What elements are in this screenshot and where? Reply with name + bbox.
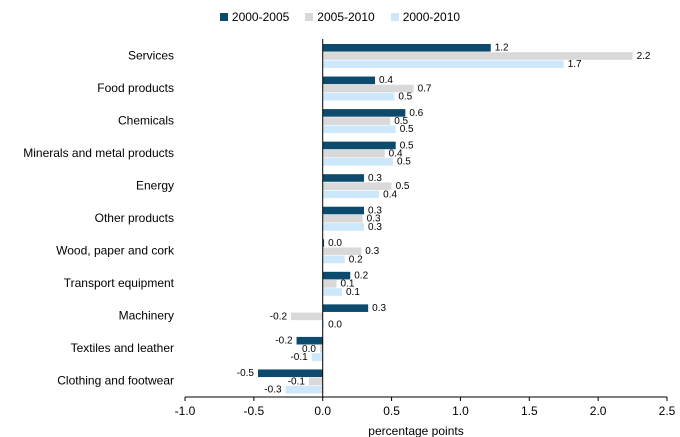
- data-label: 0.3: [368, 173, 382, 184]
- legend-item: 2000-2005: [219, 10, 290, 24]
- bar: [291, 312, 323, 321]
- x-tick-label: -1.0: [175, 404, 196, 418]
- data-label: 1.2: [495, 43, 509, 54]
- data-label: 0.3: [367, 214, 381, 225]
- data-label: 0.0: [328, 238, 342, 249]
- bar: [322, 206, 365, 215]
- bar: [322, 190, 380, 199]
- data-label: -0.3: [264, 385, 282, 396]
- data-label: -0.1: [290, 352, 308, 363]
- bar: [322, 214, 363, 223]
- data-label: 0.4: [383, 189, 397, 200]
- bar: [322, 84, 414, 93]
- bar: [257, 369, 323, 378]
- bar: [322, 109, 406, 117]
- data-label: 0.3: [368, 222, 382, 233]
- bar: [322, 280, 337, 288]
- bar: [296, 336, 323, 345]
- legend-item: 2005-2010: [305, 10, 375, 24]
- data-label: 0.3: [365, 246, 379, 257]
- data-label: 0.5: [400, 124, 414, 135]
- legend-item: 2000-2010: [390, 10, 461, 24]
- bar: [308, 377, 323, 386]
- bar: [322, 255, 345, 264]
- category-label: Transport equipment: [64, 276, 175, 290]
- legend-label: 2000-2010: [402, 10, 461, 24]
- x-tick-label: 0.5: [383, 404, 400, 418]
- x-tick-label: 1.0: [452, 404, 469, 418]
- data-label: 0.5: [397, 157, 411, 168]
- bar: [322, 125, 396, 134]
- bar: [322, 117, 391, 125]
- category-label: Other products: [95, 211, 174, 225]
- data-label: 2.2: [637, 51, 651, 62]
- data-label: 0.4: [379, 75, 393, 86]
- x-tick-label: 0.0: [314, 404, 331, 418]
- category-label: Textiles and leather: [71, 341, 174, 355]
- data-label: 0.6: [409, 108, 423, 119]
- legend-swatch: [219, 13, 228, 21]
- bar: [322, 174, 365, 182]
- bar: [322, 141, 396, 150]
- bar: [322, 182, 392, 190]
- legend-label: 2000-2005: [231, 10, 290, 24]
- x-tick-label: 2.0: [590, 404, 607, 418]
- bar: [322, 320, 325, 329]
- data-label: 0.7: [418, 83, 432, 94]
- x-tick-label: 1.5: [521, 404, 538, 418]
- category-label: Wood, paper and cork: [56, 244, 175, 258]
- bar: [322, 60, 564, 68]
- data-label: -0.2: [275, 336, 293, 347]
- category-label: Clothing and footwear: [57, 374, 174, 388]
- legend-label: 2005-2010: [317, 10, 375, 24]
- bar: [322, 247, 362, 256]
- data-label: 0.2: [349, 254, 363, 265]
- data-label: 0.1: [340, 279, 354, 290]
- data-label: 0.5: [398, 92, 412, 103]
- data-label: 0.4: [389, 149, 403, 160]
- category-label: Chemicals: [118, 113, 174, 127]
- data-label: 0.1: [346, 287, 360, 298]
- bar: [322, 44, 491, 52]
- data-label: 0.5: [400, 140, 414, 151]
- bar: [322, 76, 376, 85]
- data-label: 0.3: [368, 205, 382, 216]
- category-label: Services: [128, 48, 174, 62]
- data-label: 0.0: [302, 344, 316, 355]
- category-label: Food products: [97, 81, 174, 95]
- bar: [322, 92, 395, 101]
- x-tick-label: 2.5: [659, 404, 676, 418]
- bar: [311, 353, 323, 361]
- bar: [322, 271, 351, 280]
- data-label: -0.2: [270, 311, 288, 322]
- data-label: -0.5: [237, 368, 255, 379]
- bar: [322, 223, 365, 231]
- data-label: 1.7: [568, 59, 582, 70]
- bar: [322, 239, 325, 247]
- legend-swatch: [305, 13, 314, 21]
- data-label: -0.1: [288, 376, 306, 387]
- legend: 2000-2005 2005-2010 2000-2010: [0, 10, 680, 24]
- bar: [322, 288, 342, 296]
- data-label: 0.5: [394, 116, 408, 127]
- x-tick-label: -0.5: [244, 404, 265, 418]
- x-axis-title: percentage points: [368, 424, 463, 437]
- legend-swatch: [390, 13, 399, 21]
- data-label: 0.0: [328, 319, 342, 330]
- category-label: Minerals and metal products: [23, 146, 174, 160]
- data-label: 0.2: [354, 271, 368, 282]
- data-label: 0.3: [372, 303, 386, 314]
- bar: [322, 149, 385, 158]
- category-label: Energy: [136, 178, 174, 192]
- bar: [322, 158, 393, 166]
- bar: [322, 52, 633, 60]
- bar: [285, 385, 323, 394]
- category-label: Machinery: [119, 309, 174, 323]
- data-label: 0.5: [396, 181, 410, 192]
- bar: [322, 304, 369, 312]
- bar: [319, 345, 323, 353]
